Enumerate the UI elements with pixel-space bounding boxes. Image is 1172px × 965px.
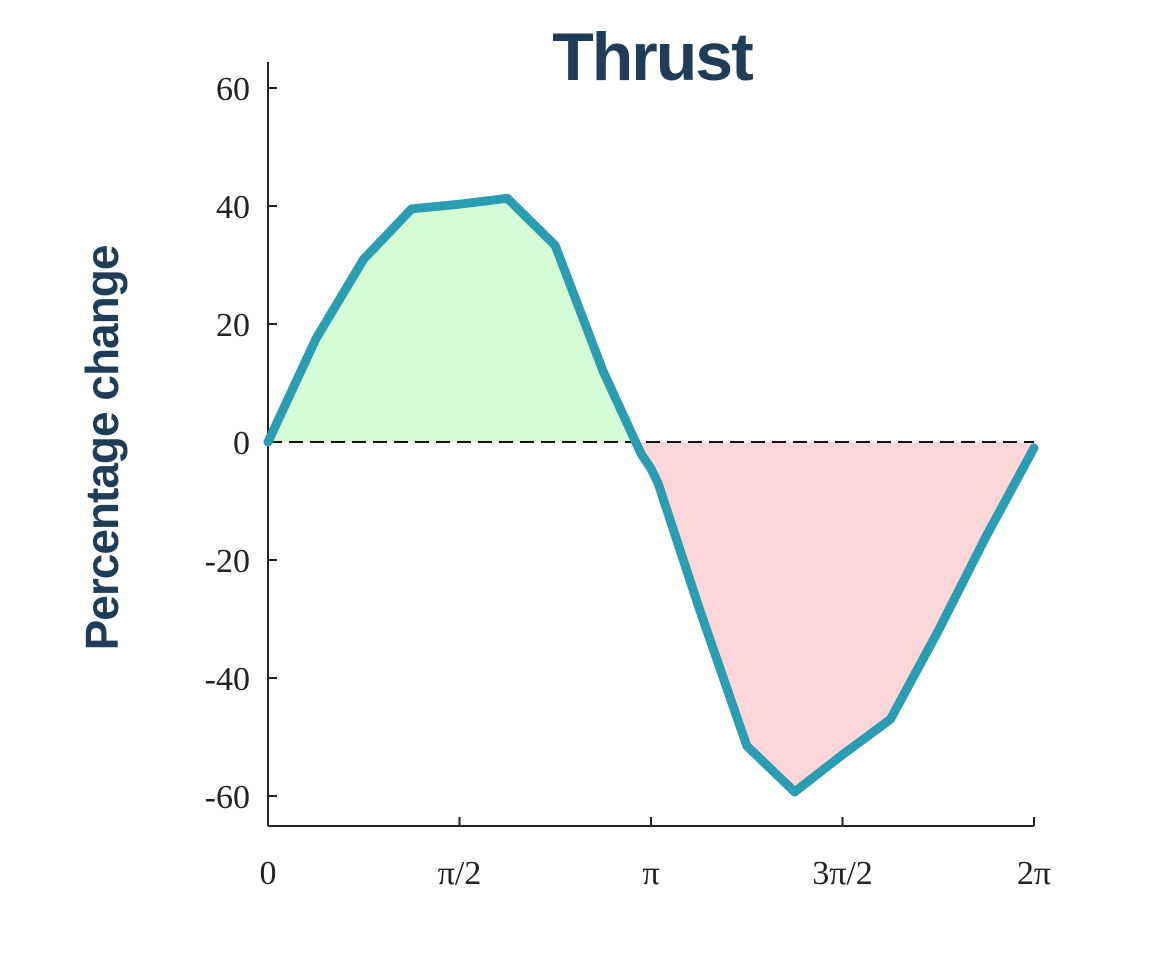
x-tick-label: π [642, 855, 659, 892]
y-tick-label: 60 [216, 71, 250, 108]
y-ticks: 60 40 20 0 -20 -40 -60 [205, 71, 277, 816]
fill-areas [268, 198, 1034, 792]
y-tick-label: -40 [205, 661, 250, 698]
series-line [263, 193, 1039, 797]
y-tick-label: -20 [205, 543, 250, 580]
y-axis-label: Percentage change [76, 245, 128, 650]
negative-fill-area [635, 442, 1034, 792]
x-tick-label: 3π/2 [812, 855, 873, 892]
x-tick-label: 2π [1017, 855, 1051, 892]
positive-fill-area [268, 198, 636, 442]
x-ticks: 0 π/2 π 3π/2 2π [260, 817, 1051, 892]
y-tick-label: -60 [205, 779, 250, 816]
x-tick-label: π/2 [438, 855, 482, 892]
y-tick-label: 40 [216, 189, 250, 226]
x-tick-label: 0 [260, 855, 277, 892]
y-tick-label: 0 [233, 425, 250, 462]
chart-title: Thrust [552, 19, 753, 95]
y-tick-label: 20 [216, 307, 250, 344]
